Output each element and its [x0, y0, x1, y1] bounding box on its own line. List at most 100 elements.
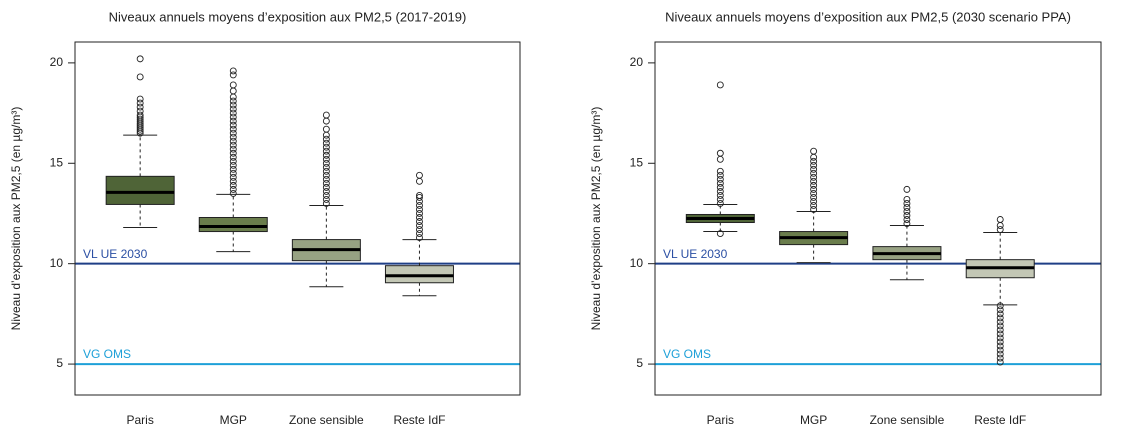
x-tick-label: Reste IdF: [393, 413, 445, 427]
outlier: [229, 87, 237, 95]
outlier: [322, 155, 330, 163]
outlier: [322, 131, 330, 139]
x-tick-label: MGP: [220, 413, 247, 427]
outlier: [996, 222, 1004, 229]
y-tick-label: 20: [630, 55, 644, 69]
outlier: [322, 163, 330, 171]
reference-label: VL UE 2030: [663, 247, 728, 261]
outlier: [810, 147, 818, 155]
outlier: [810, 189, 818, 197]
outlier: [229, 125, 237, 133]
outlier: [903, 208, 911, 215]
outlier: [996, 226, 1004, 233]
outlier: [903, 220, 911, 227]
box: [105, 175, 175, 205]
outlier: [810, 153, 818, 161]
outlier: [996, 306, 1004, 314]
outlier: [810, 201, 818, 209]
outlier: [996, 330, 1004, 338]
outlier: [136, 99, 144, 107]
outlier: [322, 171, 330, 179]
outlier: [810, 206, 818, 213]
outlier: [322, 143, 330, 151]
outlier: [716, 175, 724, 183]
outlier: [416, 234, 423, 242]
outlier: [903, 216, 911, 223]
outlier: [229, 145, 237, 153]
outlier: [996, 310, 1004, 318]
outlier: [322, 147, 330, 155]
outlier: [229, 133, 237, 141]
y-tick-label: 15: [630, 155, 644, 169]
outlier: [903, 212, 911, 219]
outlier: [229, 157, 237, 165]
outlier: [416, 222, 423, 229]
outlier: [810, 193, 818, 201]
outlier: [416, 210, 423, 217]
outlier: [136, 103, 144, 111]
outlier: [810, 173, 818, 181]
y-tick-label: 10: [630, 256, 644, 270]
outlier: [416, 214, 423, 221]
outlier: [996, 342, 1004, 350]
outlier: [996, 318, 1004, 326]
outlier: [229, 129, 237, 137]
x-tick-label: Paris: [707, 413, 734, 427]
outlier: [229, 113, 237, 121]
outlier: [996, 358, 1004, 366]
outlier: [229, 173, 237, 181]
x-tick-label: MGP: [800, 413, 827, 427]
reference-label: VL UE 2030: [83, 247, 148, 261]
outlier: [229, 149, 237, 157]
outlier: [136, 95, 144, 103]
y-tick-label: 5: [636, 356, 643, 370]
outlier: [229, 161, 237, 169]
outlier: [716, 149, 724, 157]
outlier: [322, 199, 330, 207]
y-tick-label: 5: [56, 356, 63, 370]
outlier: [810, 157, 818, 165]
outlier: [416, 218, 423, 225]
x-tick-label: Paris: [126, 413, 153, 427]
outlier: [229, 67, 237, 75]
box: [198, 216, 268, 233]
outlier: [322, 159, 330, 167]
outlier: [903, 185, 911, 193]
outlier: [322, 125, 330, 133]
outlier: [810, 161, 818, 169]
outlier: [903, 195, 911, 203]
outlier: [229, 185, 237, 193]
reference-label: VG OMS: [663, 347, 711, 361]
outlier: [229, 189, 237, 197]
y-tick-label: 20: [50, 55, 64, 69]
outlier: [136, 111, 144, 119]
plot-frame: [654, 41, 1102, 396]
y-axis-label: Niveau d’exposition aux PM2,5 (en µg/m³): [9, 107, 23, 331]
outlier: [903, 204, 911, 211]
outlier: [416, 171, 423, 179]
outlier: [716, 195, 724, 203]
x-tick-label: Zone sensible: [870, 413, 945, 427]
outlier: [322, 195, 330, 203]
outlier: [996, 326, 1004, 334]
outlier: [322, 135, 330, 143]
outlier: [716, 171, 724, 179]
outlier: [996, 302, 1004, 310]
outlier: [416, 193, 423, 201]
outlier: [229, 153, 237, 161]
outlier: [229, 97, 237, 105]
outlier: [322, 167, 330, 175]
outlier: [716, 155, 724, 163]
outlier: [322, 191, 330, 199]
outlier: [136, 55, 144, 63]
outlier: [810, 181, 818, 189]
outlier: [416, 230, 423, 238]
outlier: [322, 139, 330, 147]
outlier: [996, 322, 1004, 330]
outlier: [903, 199, 911, 207]
outlier: [810, 165, 818, 173]
outlier: [810, 169, 818, 177]
outlier: [229, 121, 237, 129]
chart-title: Niveaux annuels moyens d’exposition aux …: [109, 9, 467, 24]
outlier: [996, 350, 1004, 358]
